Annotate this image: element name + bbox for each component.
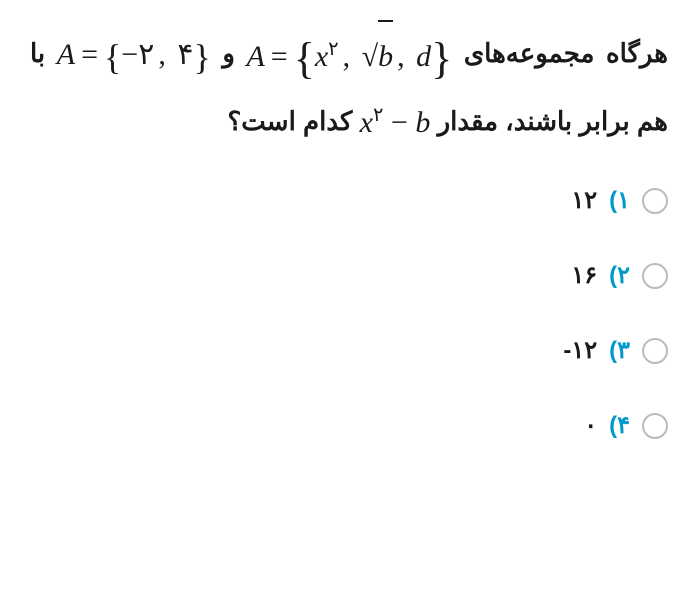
equals-2: =	[75, 38, 104, 71]
option-4-val: ۰	[584, 411, 597, 440]
option-3[interactable]: ۳) -۱۲	[70, 336, 668, 365]
expr-x: x	[360, 106, 373, 139]
brace-open-1: {	[294, 34, 315, 83]
q-text-part2: و	[222, 38, 235, 68]
set-b-el2: ۴	[177, 38, 193, 71]
set-a-x-sup: ۲	[328, 39, 338, 60]
option-1[interactable]: ۱) ۱۲	[70, 186, 668, 215]
equals-1: =	[265, 40, 294, 73]
expr-minus: −	[391, 106, 408, 139]
radio-1[interactable]	[642, 188, 668, 214]
expr-b: b	[415, 106, 430, 139]
option-2-num: ۲)	[609, 261, 630, 290]
radio-2[interactable]	[642, 263, 668, 289]
sqrt-symbol: √	[362, 40, 378, 73]
set-a-x: x	[315, 40, 328, 73]
radio-3[interactable]	[642, 338, 668, 364]
option-4[interactable]: ۴) ۰	[70, 411, 668, 440]
math-expr: x۲ − b	[360, 90, 431, 156]
option-1-val: ۱۲	[571, 186, 597, 215]
neg-sign: −	[121, 38, 138, 71]
option-2-val: ۱۶	[571, 261, 597, 290]
question-block: هرگاه مجموعه‌های A={x۲, √b, d} و A={−۲, …	[30, 20, 668, 156]
option-3-num: ۳)	[609, 336, 630, 365]
q-text-part4: کدام است؟	[227, 106, 352, 136]
set-a-d: d	[416, 40, 431, 73]
math-set-a: A={x۲, √b, d}	[246, 20, 452, 90]
brace-open-2: {	[104, 37, 121, 77]
comma-2: ,	[393, 40, 409, 73]
set-b-el1: ۲	[138, 38, 154, 71]
option-1-num: ۱)	[609, 186, 630, 215]
sqrt-bar: b	[378, 20, 393, 90]
set-b-lhs: A	[57, 38, 75, 71]
option-4-num: ۴)	[609, 411, 630, 440]
comma-1: ,	[339, 40, 355, 73]
radio-4[interactable]	[642, 413, 668, 439]
option-3-val: -۱۲	[563, 336, 597, 365]
math-set-b: A={−۲, ۴}	[57, 22, 211, 88]
set-a-lhs: A	[246, 40, 264, 73]
sqrt-b: √b	[362, 20, 393, 90]
comma-3: ,	[154, 38, 170, 71]
brace-close-1: }	[431, 34, 452, 83]
options-list: ۱) ۱۲ ۲) ۱۶ ۳) -۱۲ ۴) ۰	[30, 186, 668, 440]
brace-close-2: }	[193, 37, 210, 77]
expr-sup: ۲	[373, 105, 383, 126]
q-text-part1: هرگاه مجموعه‌های	[464, 38, 668, 68]
set-a-b: b	[378, 40, 393, 73]
option-2[interactable]: ۲) ۱۶	[70, 261, 668, 290]
